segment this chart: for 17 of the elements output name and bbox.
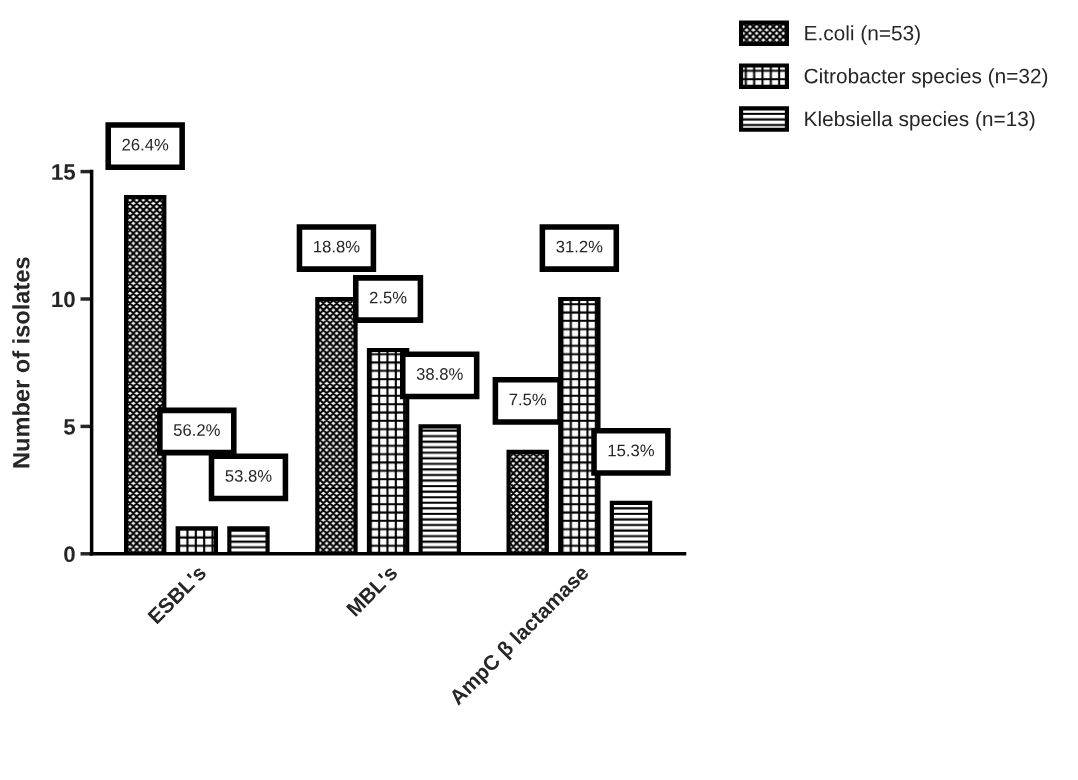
annotation: 2.5% xyxy=(369,291,407,304)
y-tick-label: 10 xyxy=(52,291,75,308)
y-tick-label: 15 xyxy=(52,164,76,180)
legend-label: Citrobacter species (n=32) xyxy=(804,68,1048,88)
annotation: 56.2% xyxy=(173,424,220,436)
annotation: 38.8% xyxy=(416,368,463,380)
text: 26.4% xyxy=(122,138,169,151)
annotation: 7.5% xyxy=(509,393,547,406)
y-axis-title: Number of isolates xyxy=(12,257,30,468)
legend-label: E.coli (n=53) xyxy=(805,25,920,45)
y-tick-label: 5 xyxy=(63,419,76,435)
annotation: 15.3% xyxy=(608,444,655,457)
legend-label: Klebsiella species (n=13) xyxy=(805,110,1035,131)
annotation: 31.2% xyxy=(556,240,603,253)
y-tick-label: 0 xyxy=(64,546,75,563)
annotation: 53.8% xyxy=(225,470,272,482)
annotation: 18.8% xyxy=(314,240,360,253)
